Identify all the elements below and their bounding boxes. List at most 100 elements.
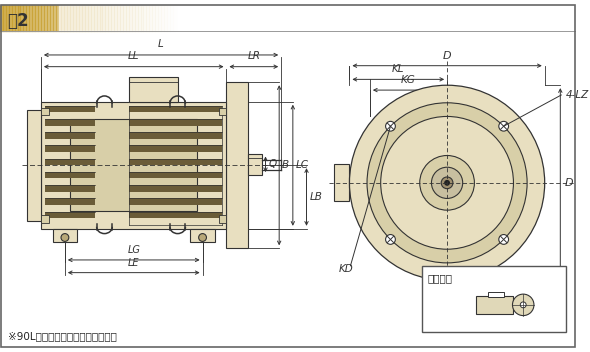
Text: U: U — [493, 274, 499, 283]
Polygon shape — [94, 5, 97, 31]
Text: KG: KG — [401, 75, 416, 85]
Bar — [476, 296, 513, 314]
Bar — [129, 159, 222, 165]
Bar — [129, 185, 222, 192]
Polygon shape — [44, 5, 47, 31]
Bar — [191, 229, 215, 243]
Polygon shape — [126, 5, 129, 31]
Polygon shape — [79, 5, 82, 31]
Polygon shape — [15, 5, 18, 31]
Bar — [129, 119, 222, 126]
Polygon shape — [88, 5, 91, 31]
Bar — [129, 77, 178, 102]
Bar — [488, 292, 504, 297]
Polygon shape — [85, 5, 88, 31]
Polygon shape — [91, 5, 94, 31]
Polygon shape — [12, 5, 15, 31]
Polygon shape — [82, 5, 85, 31]
Polygon shape — [100, 5, 103, 31]
Polygon shape — [114, 5, 117, 31]
Circle shape — [419, 156, 474, 210]
Polygon shape — [55, 5, 58, 31]
Bar — [334, 164, 349, 201]
Polygon shape — [47, 5, 50, 31]
Text: L: L — [158, 39, 164, 49]
Polygon shape — [3, 5, 6, 31]
Polygon shape — [73, 5, 76, 31]
Bar — [129, 132, 222, 139]
Polygon shape — [135, 5, 137, 31]
Polygon shape — [117, 5, 120, 31]
Polygon shape — [18, 5, 21, 31]
Circle shape — [499, 234, 509, 244]
Polygon shape — [70, 5, 73, 31]
Circle shape — [381, 117, 513, 249]
Text: S: S — [537, 300, 543, 309]
Bar — [227, 82, 248, 248]
Polygon shape — [143, 5, 146, 31]
Polygon shape — [58, 5, 195, 31]
Bar — [129, 198, 222, 205]
Text: ※90L枠は吊り手なしになります。: ※90L枠は吊り手なしになります。 — [8, 331, 117, 341]
Bar — [41, 108, 49, 115]
Bar — [70, 119, 197, 211]
Text: B: B — [282, 160, 289, 170]
Polygon shape — [24, 5, 27, 31]
Polygon shape — [132, 5, 135, 31]
Bar — [45, 212, 94, 218]
Bar — [129, 145, 222, 152]
Polygon shape — [61, 5, 64, 31]
Circle shape — [367, 103, 527, 263]
Text: LC: LC — [296, 160, 309, 170]
Circle shape — [386, 121, 395, 131]
Polygon shape — [123, 5, 126, 31]
Text: LR: LR — [247, 51, 260, 61]
Text: LM: LM — [433, 193, 451, 208]
Bar — [45, 106, 94, 112]
Bar — [27, 109, 41, 221]
Bar — [45, 185, 94, 192]
Bar — [129, 212, 222, 218]
Polygon shape — [21, 5, 24, 31]
Bar — [45, 132, 94, 139]
Text: LG: LG — [127, 245, 140, 255]
Bar — [41, 102, 227, 229]
Bar — [248, 153, 261, 175]
Polygon shape — [146, 5, 149, 31]
Polygon shape — [103, 5, 106, 31]
Bar — [219, 108, 227, 115]
Text: D: D — [564, 178, 573, 188]
Polygon shape — [35, 5, 38, 31]
Polygon shape — [76, 5, 79, 31]
Polygon shape — [97, 5, 100, 31]
Bar — [45, 198, 94, 205]
Bar — [422, 266, 566, 332]
Polygon shape — [137, 5, 140, 31]
Circle shape — [349, 85, 545, 281]
Polygon shape — [64, 5, 67, 31]
Polygon shape — [58, 5, 61, 31]
Text: 図2: 図2 — [7, 12, 28, 30]
Circle shape — [61, 234, 69, 241]
Text: D: D — [442, 51, 451, 61]
Polygon shape — [0, 5, 3, 31]
Polygon shape — [41, 5, 44, 31]
Bar — [45, 172, 94, 178]
Text: KL: KL — [392, 64, 405, 75]
Bar — [45, 159, 94, 165]
Polygon shape — [27, 5, 30, 31]
Text: T: T — [493, 320, 499, 329]
Text: LE: LE — [128, 258, 139, 268]
Circle shape — [431, 167, 463, 199]
Polygon shape — [164, 5, 167, 31]
Text: LA: LA — [480, 139, 496, 156]
Circle shape — [499, 121, 509, 131]
Circle shape — [441, 177, 453, 189]
Polygon shape — [152, 5, 155, 31]
Polygon shape — [161, 5, 164, 31]
Text: LB: LB — [309, 192, 322, 202]
Polygon shape — [112, 5, 114, 31]
Polygon shape — [140, 5, 143, 31]
Polygon shape — [6, 5, 9, 31]
Polygon shape — [109, 5, 112, 31]
